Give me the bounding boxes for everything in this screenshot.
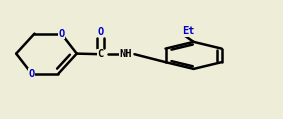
Text: O: O: [29, 69, 35, 79]
Text: Et: Et: [182, 26, 194, 36]
Text: O: O: [98, 27, 104, 37]
Text: O: O: [58, 29, 64, 39]
Text: NH: NH: [120, 49, 132, 59]
Text: C: C: [98, 49, 104, 59]
